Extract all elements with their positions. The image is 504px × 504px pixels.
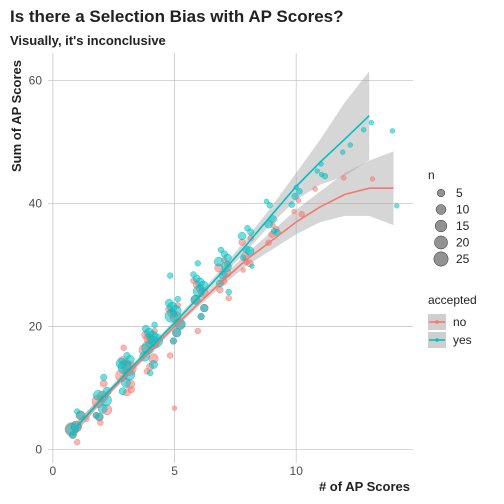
color-legend-dot (435, 320, 439, 324)
x-tick-label: 10 (290, 464, 304, 478)
point-yes (270, 227, 278, 235)
size-legend-label: 10 (456, 203, 470, 217)
point-yes (74, 408, 81, 415)
point-yes (269, 215, 277, 224)
point-yes (314, 168, 320, 174)
point-no (167, 352, 174, 359)
point-no (127, 386, 135, 394)
point-no (99, 379, 108, 388)
point-yes (118, 387, 127, 396)
point-yes (97, 403, 108, 414)
point-yes (266, 202, 273, 209)
point-yes (318, 171, 325, 178)
point-yes (225, 288, 232, 296)
point-yes (340, 149, 346, 155)
point-yes (121, 378, 131, 388)
point-yes (100, 373, 108, 381)
point-yes (361, 127, 367, 133)
grid (48, 53, 413, 463)
point-no (291, 208, 297, 215)
point-yes (172, 328, 182, 338)
point-no (341, 175, 347, 181)
point-yes (347, 142, 353, 148)
color-legend-label: no (453, 315, 467, 329)
point-no (194, 327, 201, 335)
point-yes (296, 188, 303, 195)
legend: n accepted 5 10 15 20 25 no yes (428, 168, 477, 348)
axis-ticks: 0 5 10 0 20 40 60 (29, 74, 304, 478)
point-no (225, 294, 232, 302)
smooth-lines (76, 115, 394, 427)
x-tick-label: 5 (171, 464, 178, 478)
size-legend-label: 20 (456, 236, 470, 250)
size-legend-label: 25 (456, 252, 470, 266)
point-yes (389, 128, 396, 134)
point-no (298, 211, 305, 218)
size-legend-key (433, 251, 449, 267)
point-yes (213, 256, 224, 267)
point-no (369, 176, 376, 182)
point-yes (141, 324, 150, 333)
point-yes (123, 352, 131, 360)
point-yes (68, 431, 77, 439)
point-no (120, 344, 127, 351)
point-yes (92, 412, 100, 419)
point-yes (217, 246, 225, 254)
point-yes (194, 260, 201, 267)
point-yes (151, 321, 158, 328)
point-yes (169, 337, 177, 345)
point-yes (92, 390, 104, 401)
color-legend-title: accepted (428, 293, 477, 307)
smooth-line-yes (76, 115, 370, 427)
size-legend-key (436, 188, 446, 198)
size-legend-key (435, 204, 447, 215)
color-legend-label: yes (453, 333, 472, 347)
point-yes (394, 203, 400, 209)
smooth-line-no (76, 187, 394, 427)
point-yes (167, 272, 174, 279)
point-yes (244, 225, 251, 232)
chart-title: Is there a Selection Bias with AP Scores… (10, 7, 344, 26)
point-no (74, 439, 81, 446)
point-yes (249, 263, 255, 269)
size-legend-key (434, 219, 448, 233)
point-yes (190, 271, 197, 278)
point-yes (263, 198, 270, 205)
x-tick-label: 0 (50, 464, 57, 478)
point-yes (115, 357, 128, 370)
y-tick-label: 20 (29, 320, 43, 334)
y-tick-label: 40 (29, 197, 43, 211)
point-yes (200, 303, 209, 313)
point-yes (288, 201, 295, 208)
point-no (171, 405, 178, 411)
x-axis-title: # of AP Scores (319, 479, 410, 494)
point-yes (240, 254, 247, 261)
point-yes (368, 119, 375, 126)
size-legend-label: 5 (456, 186, 463, 200)
point-no (240, 267, 246, 273)
point-yes (291, 192, 299, 200)
point-no (216, 286, 224, 294)
size-legend-title: n (428, 168, 435, 182)
y-tick-label: 60 (29, 74, 43, 88)
y-axis-title: Sum of AP Scores (9, 60, 24, 172)
point-no (312, 186, 318, 192)
point-yes (149, 360, 158, 369)
chart-subtitle: Visually, it's inconclusive (10, 33, 166, 48)
point-yes (164, 298, 174, 308)
point-yes (147, 369, 154, 377)
size-legend-label: 15 (456, 219, 470, 233)
point-yes (174, 295, 181, 303)
point-yes (237, 231, 247, 241)
confidence-band-no (77, 151, 394, 431)
point-yes (197, 312, 205, 321)
color-legend-dot (435, 338, 439, 342)
size-legend-key (434, 235, 448, 250)
y-tick-label: 0 (35, 442, 42, 456)
